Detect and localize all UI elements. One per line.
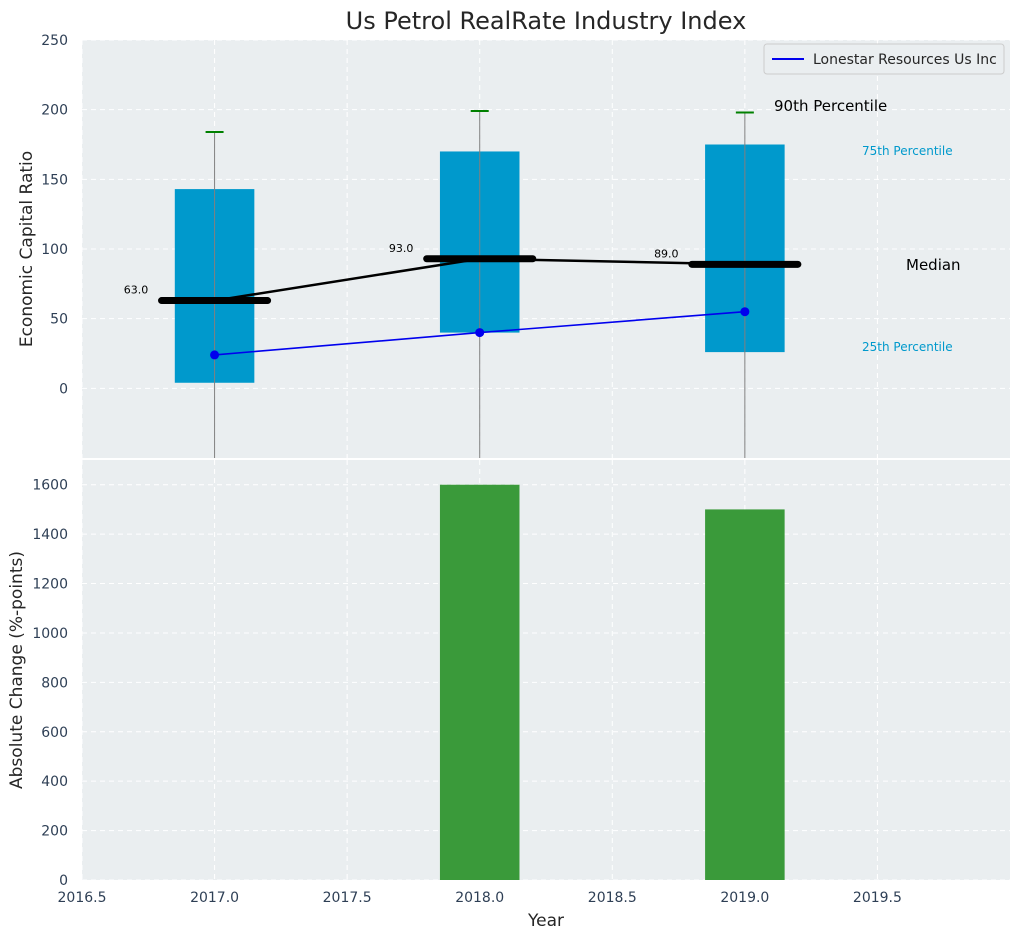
bottom-y-tick-label: 400 (41, 774, 68, 790)
top-y-ticks: 0 50 100 150 200 250 (41, 33, 68, 397)
x-tick-label: 2019.5 (853, 890, 902, 906)
bottom-y-tick-label: 600 (41, 725, 68, 741)
series-lines (210, 257, 750, 360)
x-axis-label: Year (527, 911, 564, 931)
legend: Lonestar Resources Us Inc (763, 43, 1005, 75)
top-y-axis-label: Economic Capital Ratio (17, 151, 37, 347)
p75-annotation: 75th Percentile (862, 144, 953, 158)
change-bar (439, 484, 520, 880)
top-y-tick-label: 200 (41, 103, 68, 119)
x-ticks: 2016.5 2017.0 2017.5 2018.0 2018.5 2019.0 2019… (58, 890, 902, 906)
p90-annotation: 90th Percentile (774, 97, 887, 115)
median-labels: 63.0 93.0 89.0 (124, 242, 679, 297)
top-y-tick-label: 150 (41, 172, 68, 188)
median-trend-line (214, 257, 745, 302)
change-bar (705, 509, 785, 880)
median-value-label: 63.0 (124, 284, 149, 297)
bottom-y-tick-label: 1600 (32, 478, 68, 494)
bottom-y-axis-label: Absolute Change (%-points) (7, 551, 27, 789)
bottom-y-tick-label: 800 (41, 675, 68, 691)
chart-title: Us Petrol RealRate Industry Index (346, 7, 747, 35)
bottom-y-tick-label: 1400 (32, 527, 68, 543)
legend-box (763, 43, 1005, 75)
series-point (475, 328, 485, 338)
bottom-y-tick-label: 1000 (32, 626, 68, 642)
bottom-y-ticks: 0 200 400 600 800 1000 1200 1400 1600 (32, 478, 68, 889)
series-point (740, 307, 750, 317)
series-point (210, 350, 220, 360)
percentile-boxes (158, 110, 802, 458)
x-tick-label: 2018.0 (455, 890, 504, 906)
x-tick-label: 2017.0 (190, 890, 239, 906)
median-annotation: Median (906, 256, 961, 274)
top-y-tick-label: 0 (59, 381, 68, 397)
top-y-tick-label: 50 (50, 312, 68, 328)
top-y-tick-label: 250 (41, 33, 68, 49)
bottom-y-tick-label: 0 (59, 873, 68, 889)
p25-annotation: 25th Percentile (862, 340, 953, 354)
change-bars (439, 484, 785, 880)
x-tick-label: 2019.0 (720, 890, 769, 906)
median-value-label: 89.0 (654, 247, 679, 260)
bottom-plot-area (82, 460, 1010, 880)
x-tick-label: 2016.5 (58, 890, 107, 906)
x-tick-label: 2018.5 (588, 890, 637, 906)
bottom-y-tick-label: 200 (41, 824, 68, 840)
median-value-label: 93.0 (389, 242, 414, 255)
bottom-y-tick-label: 1200 (32, 577, 68, 593)
legend-entry: Lonestar Resources Us Inc (813, 52, 997, 68)
x-tick-label: 2017.5 (323, 890, 372, 906)
top-y-tick-label: 100 (41, 242, 68, 258)
